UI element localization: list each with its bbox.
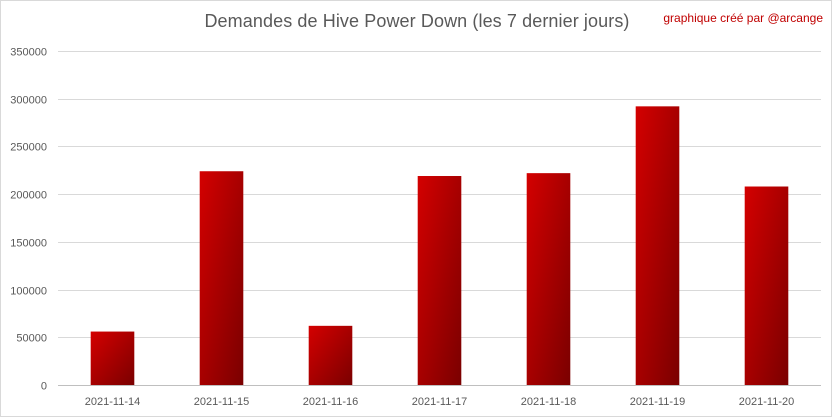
bar-2021-11-14 bbox=[90, 331, 135, 385]
x-tick-label: 2021-11-14 bbox=[85, 396, 140, 408]
x-tick-label: 2021-11-19 bbox=[630, 396, 685, 408]
y-tick-label: 350000 bbox=[10, 47, 47, 59]
y-tick-label: 100000 bbox=[10, 286, 47, 298]
bar-2021-11-16 bbox=[308, 325, 353, 385]
y-axis: 0 50000 100000 150000 200000 250000 300000 3500… bbox=[10, 47, 47, 393]
bar-2021-11-20 bbox=[744, 186, 789, 385]
bar-2021-11-18 bbox=[526, 173, 571, 385]
x-tick-label: 2021-11-20 bbox=[739, 396, 794, 408]
bar-2021-11-19 bbox=[635, 106, 680, 385]
bar-2021-11-15 bbox=[199, 171, 244, 385]
y-tick-label: 200000 bbox=[10, 190, 47, 202]
chart-credit: graphique créé par @arcange bbox=[663, 11, 823, 25]
bar-2021-11-17 bbox=[417, 176, 462, 385]
bars bbox=[90, 106, 789, 385]
x-tick-label: 2021-11-17 bbox=[412, 396, 467, 408]
x-tick-label: 2021-11-18 bbox=[521, 396, 576, 408]
y-tick-label: 0 bbox=[41, 381, 47, 393]
x-axis: 2021-11-14 2021-11-15 2021-11-16 2021-11-17… bbox=[85, 396, 794, 408]
y-tick-label: 300000 bbox=[10, 95, 47, 107]
grid-lines bbox=[58, 51, 821, 386]
x-tick-label: 2021-11-15 bbox=[194, 396, 249, 408]
y-tick-label: 250000 bbox=[10, 142, 47, 154]
chart-title: Demandes de Hive Power Down (les 7 derni… bbox=[204, 11, 630, 31]
y-tick-label: 150000 bbox=[10, 238, 47, 250]
x-tick-label: 2021-11-16 bbox=[303, 396, 358, 408]
y-tick-label: 50000 bbox=[16, 333, 47, 345]
